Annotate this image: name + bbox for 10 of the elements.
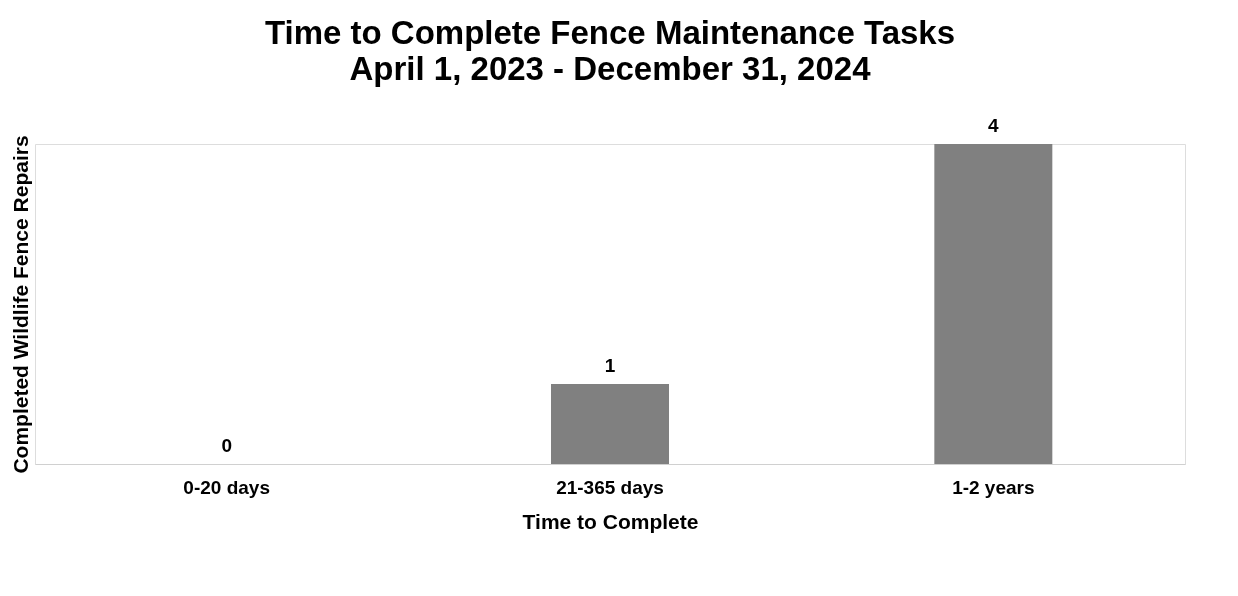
chart-subtitle: April 1, 2023 - December 31, 2024 [349, 50, 872, 87]
x-tick-label: 0-20 days [183, 476, 270, 498]
data-label: 0 [221, 435, 232, 456]
data-label: 1 [604, 355, 616, 376]
y-axis-title: Completed Wildlife Fence Repairs [8, 135, 32, 474]
x-tick-label: 1-2 years [952, 476, 1035, 498]
chart-title: Time to Complete Fence Maintenance Tasks [264, 14, 956, 51]
x-tick-label: 21-365 days [556, 476, 664, 498]
data-label: 4 [988, 115, 1000, 136]
x-axis-title: Time to Complete [522, 509, 699, 533]
